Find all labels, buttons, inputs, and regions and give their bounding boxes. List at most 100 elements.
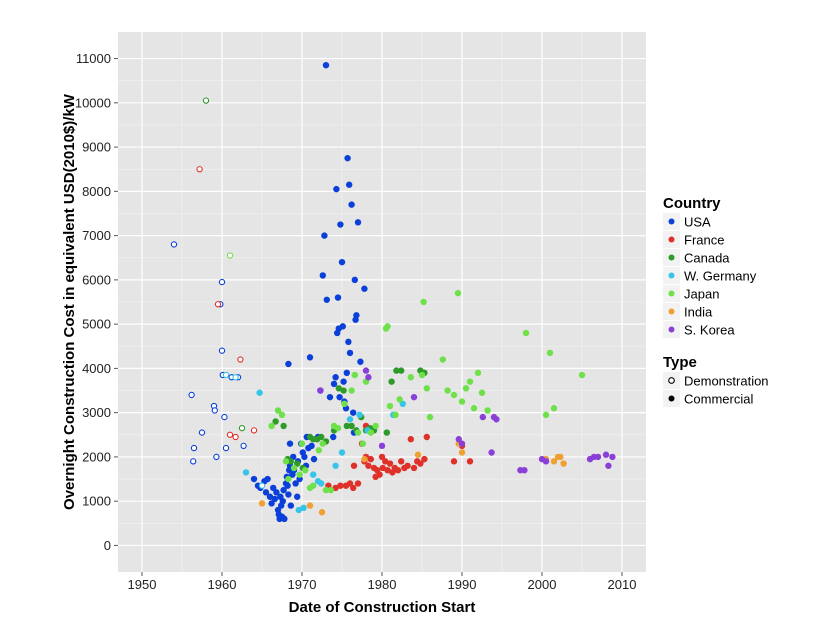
legend: Country USA France Canada W. Germany Japan In…	[663, 195, 769, 407]
data-point-demonstration	[221, 413, 228, 421]
data-point-commercial	[488, 449, 495, 456]
data-point-demonstration	[240, 442, 247, 450]
data-point-demonstration	[190, 458, 197, 465]
data-point-commercial	[322, 486, 330, 494]
data-point-commercial	[383, 429, 390, 436]
data-point-commercial	[322, 61, 330, 69]
x-tick-label: 1990	[448, 577, 477, 592]
data-point-commercial	[285, 360, 292, 368]
data-point-commercial	[348, 201, 355, 208]
data-point-demonstration	[222, 444, 230, 452]
data-point-commercial	[338, 258, 346, 266]
data-point-commercial	[470, 405, 478, 412]
data-point-commercial	[318, 509, 326, 516]
data-point-demonstration	[226, 252, 234, 259]
data-point-commercial	[417, 460, 424, 467]
data-point-commercial	[560, 460, 567, 467]
data-point-commercial	[426, 413, 434, 421]
data-point-commercial	[354, 429, 362, 436]
x-tick-label: 2010	[608, 577, 637, 592]
data-point-commercial	[319, 272, 326, 279]
data-point-commercial	[542, 458, 550, 465]
data-point-commercial	[462, 385, 470, 392]
data-point-commercial	[522, 329, 530, 337]
data-point-commercial	[284, 482, 291, 489]
data-point-commercial	[302, 466, 309, 474]
data-point-commercial	[318, 433, 325, 441]
data-point-commercial	[290, 464, 298, 472]
data-point-commercial	[550, 458, 558, 465]
data-point-commercial	[340, 387, 347, 394]
data-point-demonstration	[202, 97, 210, 104]
data-point-commercial	[271, 495, 278, 503]
data-point-commercial	[350, 409, 357, 416]
data-point-commercial	[323, 296, 330, 303]
data-point-demonstration	[250, 427, 258, 434]
data-point-commercial	[308, 442, 315, 450]
data-point-commercial	[306, 354, 314, 361]
data-point-commercial	[365, 374, 372, 381]
data-point-commercial	[423, 433, 430, 441]
data-point-commercial	[279, 497, 286, 505]
data-point-commercial	[605, 462, 612, 469]
data-point-commercial	[418, 371, 426, 379]
data-point-commercial	[343, 369, 350, 377]
data-point-commercial	[262, 489, 270, 496]
x-axis: 1950 1960 1970 1980 1990 2000 2010	[128, 572, 637, 592]
x-axis-label: Date of Construction Start	[289, 599, 476, 616]
data-point-commercial	[321, 232, 328, 239]
data-point-commercial	[282, 458, 290, 465]
data-point-demonstration	[226, 431, 234, 438]
data-point-commercial	[384, 323, 391, 330]
data-point-commercial	[398, 458, 405, 465]
x-tick-label: 1960	[208, 577, 237, 592]
data-point-commercial	[346, 480, 354, 487]
data-point-commercial	[258, 500, 266, 507]
data-point-commercial	[521, 466, 528, 474]
data-point-commercial	[330, 433, 337, 441]
data-point-commercial	[378, 442, 386, 450]
data-point-commercial	[256, 389, 263, 396]
data-point-commercial	[332, 484, 339, 492]
data-point-commercial	[295, 506, 302, 514]
data-point-commercial	[378, 453, 386, 461]
data-point-commercial	[330, 380, 338, 388]
data-point-commercial	[367, 455, 374, 463]
data-point-commercial	[326, 393, 334, 401]
data-point-commercial	[376, 471, 383, 478]
data-point-commercial	[343, 422, 350, 430]
data-point-commercial	[298, 440, 306, 447]
data-point-commercial	[609, 453, 616, 461]
legend-label: India	[684, 305, 713, 320]
data-point-commercial	[484, 407, 491, 414]
data-point-commercial	[278, 411, 286, 419]
data-point-commercial	[362, 367, 370, 374]
data-point-commercial	[367, 429, 374, 436]
legend-label: France	[684, 233, 724, 248]
data-point-commercial	[542, 411, 550, 419]
legend-swatch	[668, 254, 675, 261]
data-point-commercial	[345, 338, 352, 346]
data-point-demonstration	[190, 444, 198, 452]
legend-swatch	[668, 236, 675, 243]
data-point-demonstration	[218, 278, 226, 286]
data-point-commercial	[268, 500, 275, 507]
legend-country-title: Country	[663, 195, 721, 212]
data-point-commercial	[346, 416, 354, 423]
legend-swatch	[668, 218, 675, 225]
data-point-commercial	[301, 453, 308, 461]
data-point-commercial	[382, 458, 389, 465]
data-point-commercial	[332, 374, 339, 381]
y-axis-label: Overnight Construction Cost in equivalen…	[61, 93, 78, 510]
data-point-commercial	[296, 475, 303, 483]
data-point-commercial	[410, 393, 418, 401]
data-point-commercial	[242, 469, 250, 476]
legend-label: W. Germany	[684, 269, 757, 284]
x-tick-label: 1970	[288, 577, 317, 592]
data-point-commercial	[404, 462, 411, 469]
data-point-commercial	[466, 458, 474, 465]
data-point-commercial	[327, 486, 334, 494]
data-point-demonstration	[218, 347, 226, 354]
data-point-commercial	[273, 489, 280, 496]
x-tick-label: 1950	[128, 577, 157, 592]
